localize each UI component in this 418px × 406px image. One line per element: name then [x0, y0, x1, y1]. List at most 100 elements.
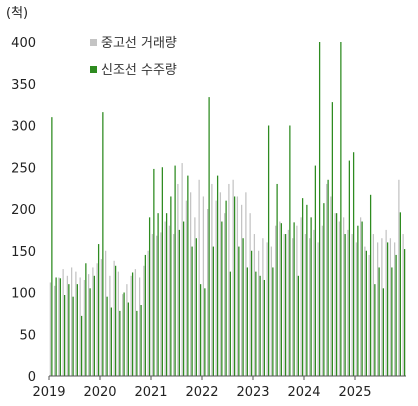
series-used-bars [49, 163, 404, 377]
bar-new [293, 222, 295, 376]
y-tick-label: 200 [11, 203, 36, 218]
legend-swatch-new [90, 66, 97, 73]
bar-used [313, 229, 315, 377]
x-tick-label: 2019 [32, 385, 65, 400]
bar-used [249, 213, 251, 376]
bar-used [377, 242, 379, 376]
bar-used [368, 254, 370, 376]
bar-new [106, 296, 108, 376]
bar-new [114, 265, 117, 376]
bar-used [355, 242, 358, 376]
bar-used [215, 200, 217, 376]
bar-new [242, 238, 244, 376]
bar-used [92, 267, 94, 376]
legend-label-new: 신조선 수주량 [101, 63, 177, 78]
bar-new [165, 213, 168, 376]
bar-new [335, 213, 338, 376]
bar-new [178, 229, 180, 377]
bar-used [381, 238, 383, 376]
bar-new [357, 225, 359, 376]
bar-new [378, 267, 380, 376]
bar-new [221, 221, 223, 376]
bar-used [113, 260, 115, 376]
bar-new [174, 165, 176, 376]
bar-used [224, 213, 226, 376]
bar-used [117, 271, 120, 377]
bar-new [161, 167, 163, 376]
bar-new [289, 125, 291, 376]
y-tick-label: 50 [19, 328, 36, 343]
bar-used [207, 209, 209, 376]
legend-label-used: 중고선 거래량 [101, 36, 177, 51]
bar-used [309, 238, 311, 376]
bar-used [109, 275, 111, 376]
bar-new [80, 315, 83, 376]
bar-new [246, 267, 248, 376]
bar-new [310, 217, 312, 376]
bar-used [79, 277, 81, 376]
y-tick-label: 150 [11, 245, 36, 260]
bar-used [292, 238, 294, 376]
bar-new [280, 223, 282, 376]
bar-used [343, 217, 345, 376]
bar-new [140, 305, 142, 376]
y-tick-label: 100 [11, 287, 36, 302]
y-tick-label: 350 [11, 78, 36, 93]
bar-used [126, 284, 128, 376]
bar-new [131, 272, 134, 376]
bar-used [296, 225, 298, 376]
bar-used [143, 265, 145, 376]
x-axis: 2019 2020 2021 2022 2023 2024 2025 [32, 376, 372, 400]
bar-new [59, 278, 61, 376]
bar-used [168, 225, 171, 376]
bar-new [127, 302, 129, 376]
bar-used [253, 234, 256, 376]
bar-used [334, 213, 336, 376]
bar-used [275, 225, 277, 376]
bar-new [93, 275, 95, 376]
bar-new [182, 221, 185, 376]
bar-new [110, 307, 112, 376]
x-tick-label: 2024 [287, 385, 320, 400]
x-tick-label: 2020 [83, 385, 116, 400]
bar-new [365, 250, 367, 376]
bar-new [85, 263, 87, 376]
bar-used [364, 246, 366, 376]
bar-new [55, 277, 57, 376]
y-axis: 0 50 100 150 200 250 300 350 400 [11, 36, 36, 385]
bar-used [151, 234, 154, 376]
bar-new [51, 117, 53, 377]
bar-used [360, 217, 362, 376]
bar-used [258, 250, 260, 376]
bar-used [317, 242, 319, 376]
bar-new [89, 288, 91, 376]
bar-used [402, 234, 404, 376]
bar-used [58, 277, 60, 376]
bar-new [306, 204, 308, 376]
bar-new [314, 165, 316, 376]
bar-used [181, 163, 183, 376]
bar-used [185, 200, 188, 376]
bar-used [122, 294, 124, 376]
bar-used [134, 269, 137, 376]
x-tick-label: 2025 [338, 385, 371, 400]
bar-new [238, 246, 240, 376]
bar-new [68, 284, 70, 376]
bar-new [250, 250, 253, 376]
legend-swatch-used [90, 39, 97, 46]
bar-used [164, 221, 166, 376]
bar-used [279, 221, 281, 376]
bar-used [66, 275, 69, 376]
bar-used [228, 183, 230, 376]
bar-used [326, 183, 328, 376]
bar-used [347, 229, 349, 377]
bar-new [331, 102, 333, 377]
bar-used [96, 263, 98, 376]
bar-new [327, 179, 329, 376]
bar-used [139, 277, 141, 376]
bar-used [194, 217, 196, 376]
y-tick-label: 300 [11, 120, 36, 135]
bar-used [160, 232, 162, 376]
bar-used [266, 242, 268, 376]
